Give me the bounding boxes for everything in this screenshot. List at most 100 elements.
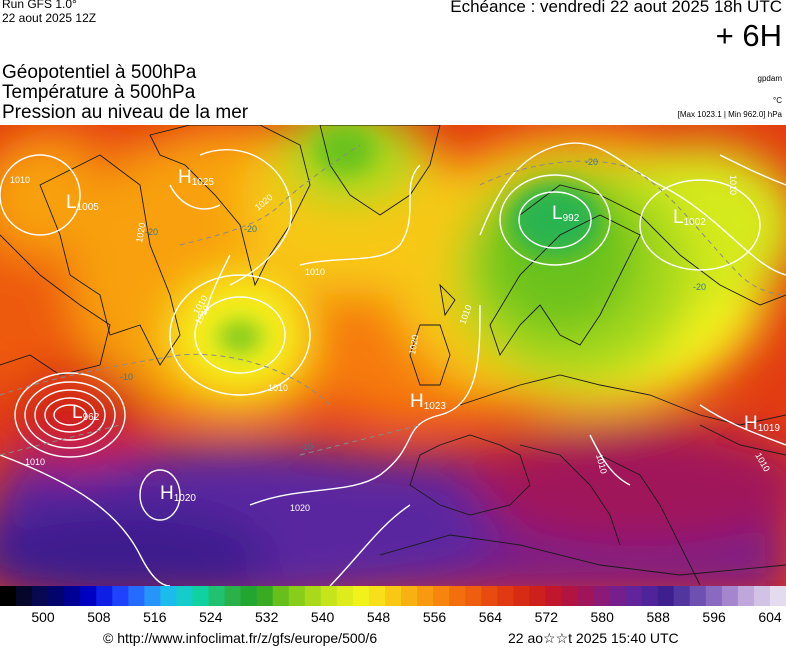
color-scale-tick: 564 [478,609,503,625]
color-scale-cell [128,586,145,606]
color-scale-tick: 500 [31,609,55,625]
color-scale-cell [160,586,178,606]
color-scale [0,586,786,606]
forecast-lead-time: + 6H [715,18,782,53]
color-scale-cell [368,586,386,606]
color-scale-cell [352,586,370,606]
high-1023: H1023 [410,391,446,412]
copyright-link[interactable]: © http://www.infoclimat.fr/z/gfs/europe/… [103,630,378,646]
low-962: L962 [72,402,100,423]
color-scale-cell [208,586,226,606]
isobars [0,142,786,586]
color-scale-cell [497,586,514,606]
low-992: L992 [552,203,580,224]
color-scale-cell [481,586,498,606]
color-scale-cell [384,586,402,606]
color-scale-cell [112,586,129,606]
generation-time: 22 ao☆☆t 2025 15:40 UTC [508,630,679,646]
title-temperature: Température à 500hPa [2,82,196,103]
color-scale-cell [288,586,306,606]
title-geopotential: Géopotentiel à 500hPa [2,62,197,83]
color-scale-cell [32,586,49,606]
high-1020: H1020 [160,483,196,504]
color-scale-cell [513,586,530,606]
model-run-label: Run GFS 1.0° [2,0,77,11]
color-scale-cell [176,586,194,606]
isobar-label: 1010 [25,457,45,467]
color-scale-tick: 580 [590,609,614,625]
forecast-valid-time: Echéance : vendredi 22 aout 2025 18h UTC [450,0,782,16]
pressure-centres: L1005 H1025 L962 H1020 H1023 L992 L1002 … [66,167,780,504]
temperature-isolines [0,144,786,456]
color-scale-cell [609,586,627,606]
isobar-label: 1010 [10,175,30,185]
color-scale-tick: 532 [255,609,279,625]
color-scale-cell [769,586,786,606]
temperature-label: -20 [585,157,598,167]
temperature-label: -20 [693,282,706,292]
color-scale-tick: 588 [646,609,670,625]
color-scale-tick: 540 [310,609,335,625]
color-scale-cell [721,586,739,606]
color-scale-cell [96,586,113,606]
low-1002: L1002 [673,207,706,228]
isobar-label: 1010 [728,175,738,195]
isobar-label: 1020 [407,334,420,355]
unit-geopotential: gpdam [757,74,782,83]
color-scale-cell [64,586,81,606]
color-scale-cell [320,586,338,606]
color-scale-cell [48,586,65,606]
low-1005: L1005 [66,192,99,213]
isobar-label: 1010 [268,383,288,393]
color-scale-cell [336,586,354,606]
color-scale-cell [737,586,755,606]
temperature-label: -10 [300,442,313,452]
color-scale-cell [465,586,482,606]
color-scale-tick: 548 [366,609,391,625]
pressure-min-max: [Max 1023.1 | Min 962.0] hPa [677,110,782,119]
color-scale-cell [545,586,563,606]
color-scale-tick: 556 [422,609,447,625]
temperature-labels: -20 -20 -20 -10 -10 -20 [120,157,706,452]
color-scale-tick: 572 [534,609,558,625]
temperature-label: -20 [145,227,158,237]
color-scale-cell [256,586,274,606]
geopotential-field [0,125,786,586]
color-scale-cell [224,586,242,606]
title-pressure: Pression au niveau de la mer [2,102,249,123]
color-scale-cell [593,586,611,606]
color-scale-cell [80,586,97,606]
color-scale-tick: 524 [199,609,223,625]
color-scale-cell [753,586,771,606]
color-scale-cell [673,586,691,606]
color-scale-cell [449,586,466,606]
model-run-date: 22 aout 2025 12Z [2,11,97,25]
color-scale-cell [689,586,707,606]
color-scale-tick: 604 [758,609,782,625]
color-scale-cell [144,586,162,606]
color-scale-cell [240,586,258,606]
isobar-label: 1010 [305,267,325,277]
color-scale-cell [192,586,210,606]
color-scale-cell [304,586,322,606]
color-scale-cell [0,586,17,606]
color-scale-cell [272,586,290,606]
color-scale-cell [529,586,546,606]
color-scale-cell [433,586,450,606]
color-scale-cell [641,586,659,606]
unit-temperature: °C [773,96,782,105]
high-1019: H1019 [744,413,780,434]
isobar-label: 1020 [134,222,147,243]
color-scale-cell [625,586,643,606]
color-scale-cell [577,586,595,606]
temperature-label: -10 [120,372,133,382]
weather-map: L1005 H1025 L962 H1020 H1023 L992 L1002 … [0,125,786,586]
color-scale-tick: 508 [87,609,111,625]
color-scale-cell [16,586,33,606]
color-scale-tick: 596 [702,609,726,625]
high-1025: H1025 [178,167,214,188]
color-scale-cell [561,586,579,606]
isobar-label: 1020 [290,503,310,513]
color-scale-tick: 516 [143,609,167,625]
color-scale-cell [401,586,418,606]
